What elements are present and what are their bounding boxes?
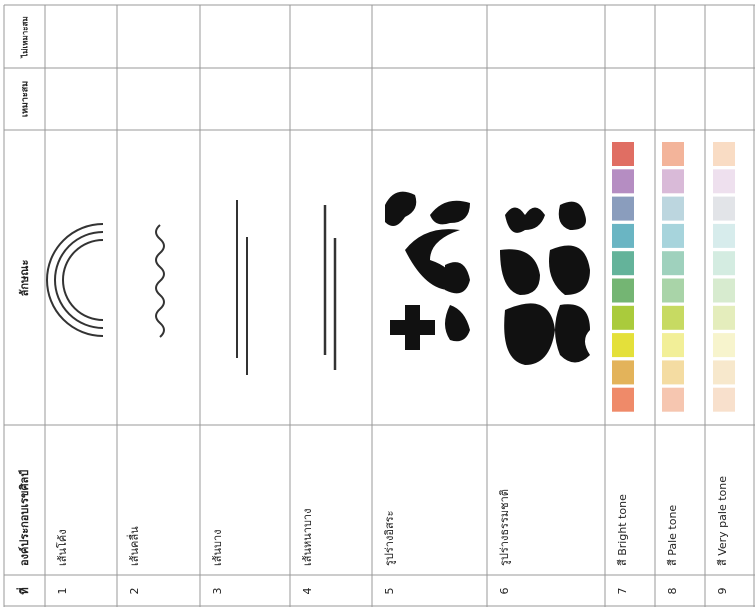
color-swatch [662, 251, 684, 276]
header-number: ที่ [16, 587, 31, 594]
row-name: เส้นคลื่น [126, 526, 141, 566]
color-swatch [612, 196, 634, 221]
row-number: 7 [616, 588, 629, 595]
row-name: สี Very pale tone [716, 476, 729, 567]
header-feature: ลักษณะ [18, 260, 31, 297]
row-name: สี Pale tone [666, 505, 679, 567]
color-swatch [662, 360, 684, 385]
row-number: 3 [211, 588, 224, 595]
color-swatch [713, 142, 735, 166]
row-name: เส้นบาง [211, 529, 224, 566]
color-swatch [612, 360, 634, 385]
row-number: 6 [498, 588, 511, 595]
row-name: รูปร่างธรรมชาติ [498, 489, 511, 566]
row-number: 1 [56, 588, 69, 595]
color-swatch [662, 196, 684, 221]
row-number: 5 [383, 588, 396, 595]
color-swatch [612, 278, 634, 303]
color-swatch [612, 305, 634, 330]
color-swatch [612, 333, 634, 358]
shapes [385, 191, 590, 365]
color-swatch [713, 333, 735, 358]
color-swatch [713, 387, 735, 412]
row-number: 2 [128, 588, 141, 595]
color-swatch [612, 142, 634, 166]
color-swatch [713, 169, 735, 194]
color-swatch [612, 223, 634, 248]
color-swatch [662, 142, 684, 166]
color-swatch [713, 223, 735, 248]
row-number: 9 [716, 588, 729, 595]
illustrations [46, 200, 337, 375]
color-swatch [713, 278, 735, 303]
color-swatch [662, 333, 684, 358]
color-swatch [662, 169, 684, 194]
row-name: เส้นโค้ง [55, 529, 69, 566]
color-swatch [662, 278, 684, 303]
row-name: เส้นหนาบาง [301, 509, 314, 566]
color-swatch [612, 169, 634, 194]
header-suitable: เหมาะสม [21, 81, 31, 117]
color-swatch [662, 223, 684, 248]
color-swatch [662, 387, 684, 412]
color-swatch [713, 305, 735, 330]
color-swatch [662, 305, 684, 330]
header-unsuitable: ไม่เหมาะสม [20, 16, 30, 59]
row-number: 4 [301, 588, 314, 595]
color-swatch [713, 196, 735, 221]
color-swatch [713, 360, 735, 385]
color-swatch [612, 251, 634, 276]
row-number: 8 [666, 588, 679, 595]
color-swatch [612, 387, 634, 412]
grid [3, 4, 755, 607]
row-name: รูปร่างอิสระ [383, 511, 396, 566]
row-name: สี Bright tone [616, 494, 629, 566]
color-swatch [713, 251, 735, 276]
header-element: องค์ประกอบเรขศิลป์ [18, 470, 31, 566]
